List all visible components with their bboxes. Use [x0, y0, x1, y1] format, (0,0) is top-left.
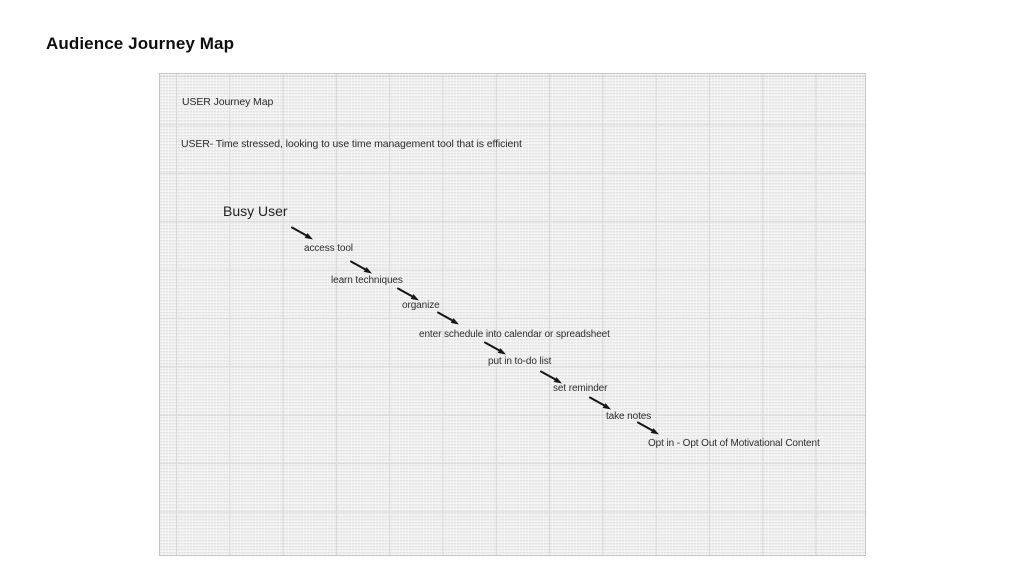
journey-step-todo-list: put in to-do list	[488, 356, 552, 367]
journey-step-enter-schedule: enter schedule into calendar or spreadsh…	[419, 329, 610, 340]
flow-arrow-icon	[637, 421, 659, 435]
journey-step-organize: organize	[402, 300, 440, 311]
flow-arrow-icon	[437, 311, 459, 325]
flow-arrow-icon	[589, 396, 611, 410]
flow-arrow-icon	[350, 260, 372, 274]
flow-arrow-icon	[397, 287, 419, 301]
board-canvas[interactable]: USER Journey Map USER- Time stressed, lo…	[159, 73, 866, 556]
journey-step-access-tool: access tool	[304, 243, 353, 254]
journey-step-opt-in-out: Opt in - Opt Out of Motivational Content	[648, 438, 820, 449]
persona-note: USER- Time stressed, looking to use time…	[181, 138, 522, 150]
page-title: Audience Journey Map	[46, 34, 235, 53]
persona-label: Busy User	[223, 203, 288, 219]
board-heading: USER Journey Map	[182, 96, 274, 108]
flow-arrow-icon	[291, 226, 313, 240]
flow-arrow-icon	[540, 370, 562, 384]
flow-arrow-icon	[484, 341, 506, 355]
journey-step-learn-techniques: learn techniques	[331, 275, 403, 286]
journey-step-take-notes: take notes	[606, 411, 652, 422]
journey-step-set-reminder: set reminder	[553, 383, 608, 394]
